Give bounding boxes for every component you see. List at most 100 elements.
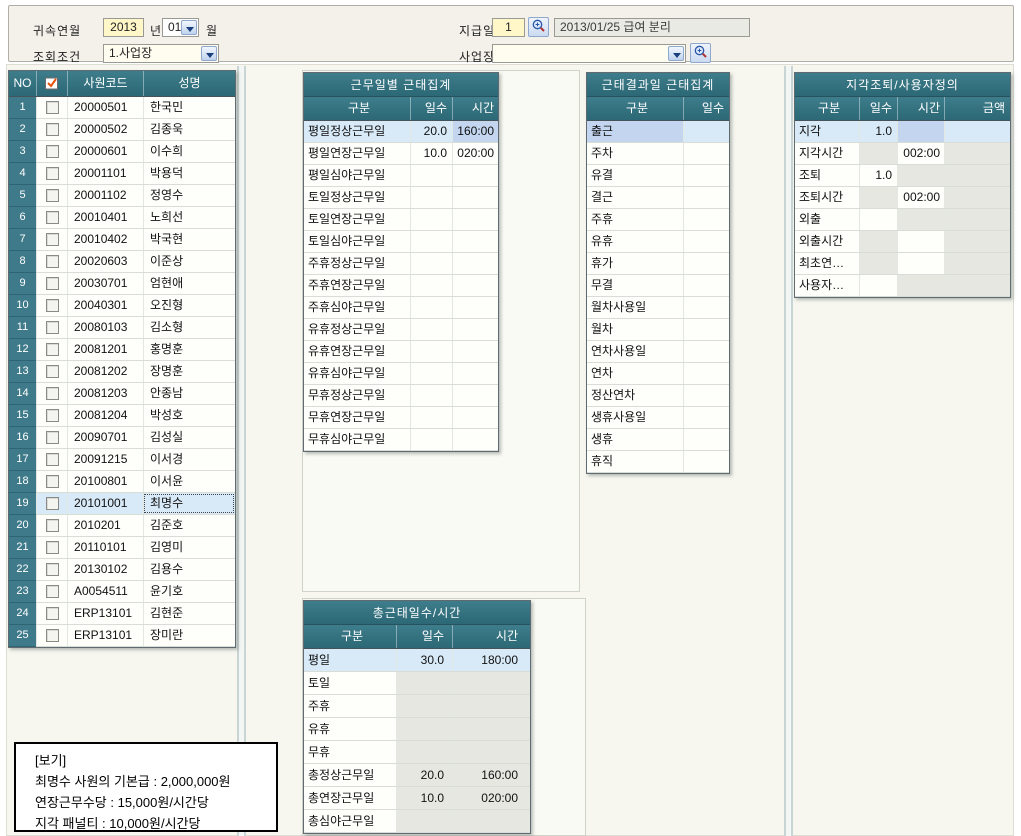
- row-checkbox-cell[interactable]: [36, 317, 67, 338]
- days-cell[interactable]: 10.0: [410, 143, 452, 164]
- days-cell[interactable]: [410, 319, 452, 340]
- employee-row[interactable]: 25 ERP13101 장미란: [9, 625, 235, 647]
- workday-row[interactable]: 평일정상근무일 20.0 160:00: [304, 121, 498, 143]
- days-cell[interactable]: 1.0: [859, 165, 897, 186]
- checkbox[interactable]: [45, 629, 59, 642]
- employee-name[interactable]: 이서윤: [143, 471, 235, 492]
- time-cell[interactable]: [452, 231, 498, 252]
- search-icon[interactable]: [528, 17, 549, 37]
- panel-splitter[interactable]: [237, 66, 246, 836]
- employee-code[interactable]: 20020603: [67, 251, 143, 272]
- employee-name[interactable]: 노희선: [143, 207, 235, 228]
- employee-code[interactable]: 20081202: [67, 361, 143, 382]
- days-cell[interactable]: [859, 275, 897, 296]
- custom-row[interactable]: 조퇴시간 002:00: [795, 187, 1010, 209]
- time-cell[interactable]: 002:00: [897, 143, 944, 164]
- amount-cell[interactable]: [944, 187, 1010, 208]
- chevron-down-icon[interactable]: [668, 46, 684, 61]
- employee-code[interactable]: 20101001: [67, 493, 143, 514]
- days-cell[interactable]: [410, 297, 452, 318]
- row-checkbox-cell[interactable]: [36, 163, 67, 184]
- row-checkbox-cell[interactable]: [36, 383, 67, 404]
- employee-code[interactable]: 20081203: [67, 383, 143, 404]
- result-row[interactable]: 유휴: [587, 231, 729, 253]
- total-row[interactable]: 주휴: [304, 695, 530, 718]
- employee-code[interactable]: 2010201: [67, 515, 143, 536]
- time-cell[interactable]: [897, 165, 944, 186]
- time-cell[interactable]: [452, 165, 498, 186]
- row-checkbox-cell[interactable]: [36, 537, 67, 558]
- employee-code[interactable]: 20000601: [67, 141, 143, 162]
- days-cell[interactable]: [683, 253, 729, 274]
- row-checkbox-cell[interactable]: [36, 361, 67, 382]
- total-row[interactable]: 토일: [304, 672, 530, 695]
- workday-row[interactable]: 토일정상근무일: [304, 187, 498, 209]
- employee-row[interactable]: 6 20010401 노희선: [9, 207, 235, 229]
- result-row[interactable]: 주차: [587, 143, 729, 165]
- employee-row[interactable]: 14 20081203 안종남: [9, 383, 235, 405]
- checkbox[interactable]: [45, 497, 59, 510]
- amount-cell[interactable]: [944, 231, 1010, 252]
- days-cell[interactable]: [683, 451, 729, 472]
- total-row[interactable]: 총정상근무일 20.0 160:00: [304, 764, 530, 787]
- checkbox[interactable]: [45, 277, 59, 290]
- employee-row[interactable]: 3 20000601 이수희: [9, 141, 235, 163]
- employee-row[interactable]: 20 2010201 김준호: [9, 515, 235, 537]
- custom-row[interactable]: 최초연…: [795, 253, 1010, 275]
- workday-row[interactable]: 유휴심야근무일: [304, 363, 498, 385]
- employee-row[interactable]: 22 20130102 김용수: [9, 559, 235, 581]
- checkbox[interactable]: [45, 189, 59, 202]
- employee-code[interactable]: 20010402: [67, 229, 143, 250]
- custom-row[interactable]: 사용자…: [795, 275, 1010, 297]
- employee-code[interactable]: 20130102: [67, 559, 143, 580]
- days-cell[interactable]: [859, 187, 897, 208]
- employee-name[interactable]: 이준상: [143, 251, 235, 272]
- total-row[interactable]: 총심야근무일: [304, 810, 530, 833]
- checkbox[interactable]: [45, 607, 59, 620]
- days-cell[interactable]: [683, 319, 729, 340]
- check-all-icon[interactable]: [36, 71, 67, 96]
- days-cell[interactable]: [410, 429, 452, 450]
- employee-code[interactable]: A0054511: [67, 581, 143, 602]
- checkbox[interactable]: [45, 167, 59, 180]
- custom-row[interactable]: 지각 1.0: [795, 121, 1010, 143]
- checkbox[interactable]: [45, 387, 59, 400]
- checkbox[interactable]: [45, 453, 59, 466]
- days-cell[interactable]: 20.0: [410, 121, 452, 142]
- row-checkbox-cell[interactable]: [36, 141, 67, 162]
- employee-row[interactable]: 1 20000501 한국민: [9, 97, 235, 119]
- checkbox[interactable]: [45, 101, 59, 114]
- checkbox[interactable]: [45, 255, 59, 268]
- amount-cell[interactable]: [944, 143, 1010, 164]
- worksite-select[interactable]: [492, 44, 686, 63]
- employee-code[interactable]: 20081201: [67, 339, 143, 360]
- row-checkbox-cell[interactable]: [36, 97, 67, 118]
- checkbox[interactable]: [45, 519, 59, 532]
- row-checkbox-cell[interactable]: [36, 207, 67, 228]
- employee-code[interactable]: 20091215: [67, 449, 143, 470]
- employee-name[interactable]: 김용수: [143, 559, 235, 580]
- result-row[interactable]: 휴직: [587, 451, 729, 473]
- employee-row[interactable]: 4 20001101 박용덕: [9, 163, 235, 185]
- row-checkbox-cell[interactable]: [36, 339, 67, 360]
- chevron-down-icon[interactable]: [181, 20, 197, 35]
- workday-row[interactable]: 유휴정상근무일: [304, 319, 498, 341]
- total-row[interactable]: 무휴: [304, 741, 530, 764]
- employee-row[interactable]: 7 20010402 박국현: [9, 229, 235, 251]
- checkbox[interactable]: [45, 233, 59, 246]
- employee-row[interactable]: 13 20081202 장명훈: [9, 361, 235, 383]
- days-cell[interactable]: [859, 253, 897, 274]
- employee-row[interactable]: 15 20081204 박성호: [9, 405, 235, 427]
- payday-input[interactable]: 1: [492, 18, 525, 37]
- days-cell[interactable]: [859, 209, 897, 230]
- days-cell[interactable]: [410, 341, 452, 362]
- panel-splitter[interactable]: [784, 66, 793, 836]
- employee-name[interactable]: 김현준: [143, 603, 235, 624]
- condition-select[interactable]: 1.사업장: [103, 44, 219, 63]
- employee-code[interactable]: ERP13101: [67, 625, 143, 646]
- period-year-input[interactable]: 2013: [103, 18, 144, 37]
- days-cell[interactable]: [410, 165, 452, 186]
- total-row[interactable]: 평일 30.0 180:00: [304, 649, 530, 672]
- checkbox[interactable]: [45, 299, 59, 312]
- employee-name[interactable]: 최명수: [143, 493, 235, 514]
